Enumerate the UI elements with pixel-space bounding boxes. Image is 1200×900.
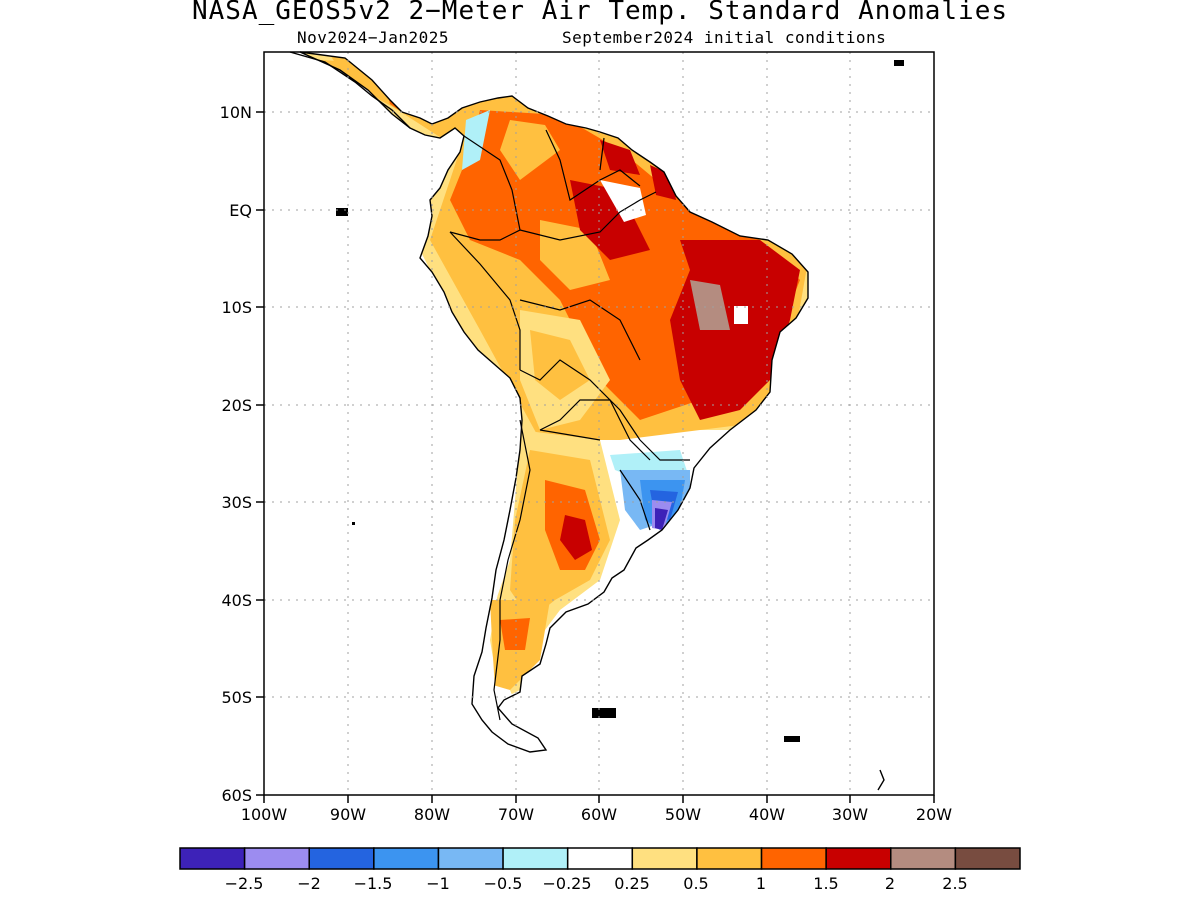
colorbar-swatch — [308, 847, 375, 870]
colorbar-swatch — [825, 847, 892, 870]
lat-label-10n: 10N — [220, 103, 252, 122]
lon-label-80w: 80W — [414, 805, 450, 824]
colorbar-label: 2 — [885, 874, 895, 893]
lat-label-30s: 30S — [221, 493, 252, 512]
lon-label-20w: 20W — [916, 805, 952, 824]
country-borders — [449, 129, 690, 721]
colorbar-label: 1 — [756, 874, 766, 893]
lon-label-50w: 50W — [665, 805, 701, 824]
colorbar-labels: −2.5 −2 −1.5 −1 −0.5 −0.25 0.25 0.5 1 1.… — [225, 874, 968, 893]
colorbar-label: 0.25 — [614, 874, 650, 893]
colorbar-label: −1 — [426, 874, 450, 893]
colorbar-swatch — [179, 847, 246, 870]
colorbar-swatch — [502, 847, 569, 870]
lon-label-100w: 100W — [241, 805, 288, 824]
lat-label-eq: EQ — [229, 201, 252, 220]
colorbar — [179, 847, 1021, 870]
lon-label-70w: 70W — [498, 805, 534, 824]
colorbar-swatch — [566, 847, 634, 870]
lat-label-40s: 40S — [221, 591, 252, 610]
lon-label-90w: 90W — [330, 805, 366, 824]
lat-label-20s: 20S — [221, 396, 252, 415]
colorbar-label: −1.5 — [354, 874, 393, 893]
colorbar-label: −2.5 — [225, 874, 264, 893]
colorbar-label: −0.5 — [484, 874, 523, 893]
colorbar-label: −0.25 — [542, 874, 591, 893]
coastlines — [289, 51, 885, 791]
colorbar-swatch — [696, 847, 763, 870]
lon-labels: 100W 90W 80W 70W 60W 50W 40W 30W 20W — [241, 805, 952, 824]
lat-label-50s: 50S — [221, 688, 252, 707]
lat-labels: 10N EQ 10S 20S 30S 40S 50S 60S — [220, 103, 252, 805]
lon-label-30w: 30W — [832, 805, 868, 824]
colorbar-swatch — [890, 847, 957, 870]
lat-label-10s: 10S — [221, 298, 252, 317]
initial-conditions: September2024 initial conditions — [562, 28, 887, 47]
lat-label-60s: 60S — [221, 786, 252, 805]
axis-ticks — [256, 111, 935, 803]
map-title: NASA_GEOS5v2 2−Meter Air Temp. Standard … — [191, 0, 1008, 26]
colorbar-swatch — [437, 847, 504, 870]
colorbar-swatch — [631, 847, 698, 870]
lon-label-60w: 60W — [581, 805, 617, 824]
colorbar-label: 2.5 — [942, 874, 967, 893]
colorbar-swatch — [760, 847, 827, 870]
colorbar-swatch — [243, 847, 310, 870]
colorbar-swatch — [954, 847, 1021, 870]
islands — [336, 60, 904, 742]
forecast-period: Nov2024−Jan2025 — [297, 28, 449, 47]
colorbar-label: 1.5 — [813, 874, 838, 893]
lon-label-40w: 40W — [749, 805, 785, 824]
colorbar-label: −2 — [297, 874, 321, 893]
colorbar-swatch — [373, 847, 440, 870]
colorbar-label: 0.5 — [683, 874, 708, 893]
